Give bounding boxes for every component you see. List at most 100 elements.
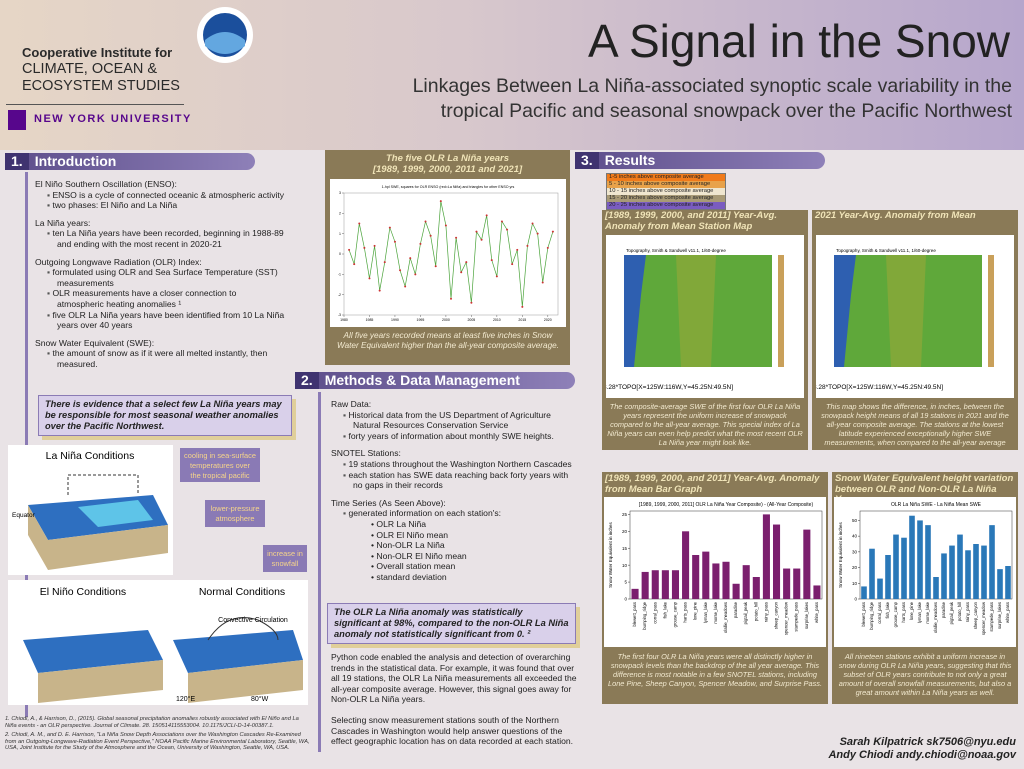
x-tick-label: rainy_pass [965, 602, 970, 622]
bar [981, 545, 987, 599]
bullet: two phases: El Niño and La Niña [35, 200, 285, 211]
y-tick-label: 30 [852, 549, 858, 554]
x-tick-label: blewett_pass [632, 602, 637, 626]
point [485, 214, 488, 217]
caption: All nineteen stations exhibit a uniform … [838, 652, 1012, 697]
caption: All five years recorded means at least f… [337, 331, 559, 350]
point [495, 275, 498, 278]
point [368, 277, 371, 280]
title: A Signal in the Snow [588, 15, 1010, 67]
bar [869, 548, 875, 599]
bar [941, 553, 947, 599]
point [531, 222, 534, 225]
y-tick-label: 0 [339, 252, 341, 256]
warm-pool [78, 500, 153, 527]
x-tick-label: potato_hill [957, 602, 962, 621]
y-tick-label: 10 [622, 563, 628, 568]
x-tick-label: paradise [941, 601, 946, 618]
x-tick-label: surprise_lakes [997, 602, 1002, 629]
x-tick-label: lone_pine [909, 601, 914, 620]
y-tick-label: 40 [852, 534, 858, 539]
point [480, 238, 483, 241]
tspan: temperatures over [190, 461, 251, 470]
university: NEW YORK UNIVERSITY [34, 113, 192, 125]
point [444, 224, 447, 227]
point [363, 246, 366, 249]
reference: 1. Chiodi, A., & Harrison, D., (2015). G… [5, 716, 299, 729]
point [541, 281, 544, 284]
equator-label: Equator [12, 512, 36, 519]
figure-title: El Niño Conditions [40, 586, 126, 598]
reference: 2. Chiodi, A. M., and D. E. Harrison, "L… [5, 732, 310, 752]
subtitle-line: Linkages Between La Niña-associated syno… [412, 75, 1012, 97]
bar [803, 529, 811, 599]
figure-title: Normal Conditions [199, 586, 285, 598]
ocean [834, 255, 856, 367]
legend-item: 20 - 25 inches above composite average [607, 202, 725, 209]
y-tick-label: 50 [852, 518, 858, 523]
map-title: Topography, Smith & Sandwell v11.1, 1/60… [836, 248, 936, 253]
author: Sarah Kilpatrick sk7506@nyu.edu [839, 736, 1016, 748]
figure-title: La Niña Conditions [46, 450, 135, 462]
bullet: OLR measurements have a closer connectio… [35, 288, 285, 309]
tspan: increase in [267, 549, 303, 558]
point [353, 263, 356, 266]
rule [25, 172, 28, 717]
bullet: the amount of snow as if it were all mel… [35, 348, 285, 369]
seafloor [28, 505, 168, 570]
bar [752, 577, 760, 599]
point [373, 244, 376, 247]
x-tick-label: 2000 [442, 318, 450, 322]
header [0, 0, 1024, 150]
chart-title: OLR La Niña SWE - La Niña Mean SWE [891, 502, 982, 508]
bar-chart: [1989, 1999, 2000, 2011] OLR La Niña Yea… [604, 497, 826, 647]
y-tick-label: 20 [852, 565, 858, 570]
bullet: each station has SWE data reaching back … [331, 470, 576, 491]
point [450, 297, 452, 300]
bar [989, 525, 995, 599]
y-tick-label: -2 [338, 293, 341, 297]
org-logo: Cooperative Institute for CLIMATE, OCEAN… [22, 44, 180, 95]
bar [712, 563, 720, 599]
divider [6, 104, 184, 105]
block-title: SNOTEL Stations: [331, 448, 401, 459]
sub-bullet: OLR El Niño mean [331, 530, 576, 541]
y-tick-label: 3 [339, 191, 341, 195]
olr-chart: 1-hpl SWE, squares for OLR ENSO (red=La … [330, 179, 566, 327]
point [348, 248, 351, 251]
point [506, 228, 509, 231]
bullet: 19 stations throughout the Washington No… [331, 459, 576, 470]
point [393, 240, 396, 243]
subtitle: Linkages Between La Niña-associated syno… [300, 74, 1012, 124]
bar [813, 585, 821, 599]
bar [651, 570, 659, 599]
logo-wave [205, 32, 245, 54]
section-title: Results [604, 152, 656, 168]
x-tick-label: bumping_ridge [869, 601, 874, 629]
block-title: La Niña years: [35, 217, 91, 228]
panel-title: [1989, 1999, 2000, and 2011] Year-Avg. A… [605, 210, 777, 232]
noaa-logo: NOAA [197, 7, 253, 63]
x-tick-label: 1990 [391, 318, 399, 322]
tspan: atmosphere [215, 514, 254, 523]
x-tick-label: grouse_camp [672, 601, 677, 627]
section-heading: 2. Methods & Data Management [295, 372, 575, 389]
x-tick-label: rainy_pass [763, 602, 768, 622]
y-tick-label: -3 [338, 313, 341, 317]
bullet: forty years of information about monthly… [331, 431, 576, 442]
callout [263, 545, 307, 572]
x-tick-label: paradise [733, 601, 738, 618]
point [470, 301, 473, 304]
point [439, 200, 442, 203]
x-tick-label: grouse_camp [893, 601, 898, 627]
x-tick-label: white_pass [814, 602, 819, 623]
y-axis-label: Snow Water Equivalent in inches [608, 521, 613, 587]
y-tick-label: 0 [854, 597, 857, 602]
x-tick-label: 1985 [366, 318, 374, 322]
highlight: There is evidence that a select few La N… [38, 395, 292, 436]
bar [925, 525, 931, 599]
point [378, 289, 381, 292]
point [516, 248, 519, 251]
highlight: The OLR La Niña anomaly was statisticall… [327, 603, 576, 644]
ocean [624, 255, 646, 367]
